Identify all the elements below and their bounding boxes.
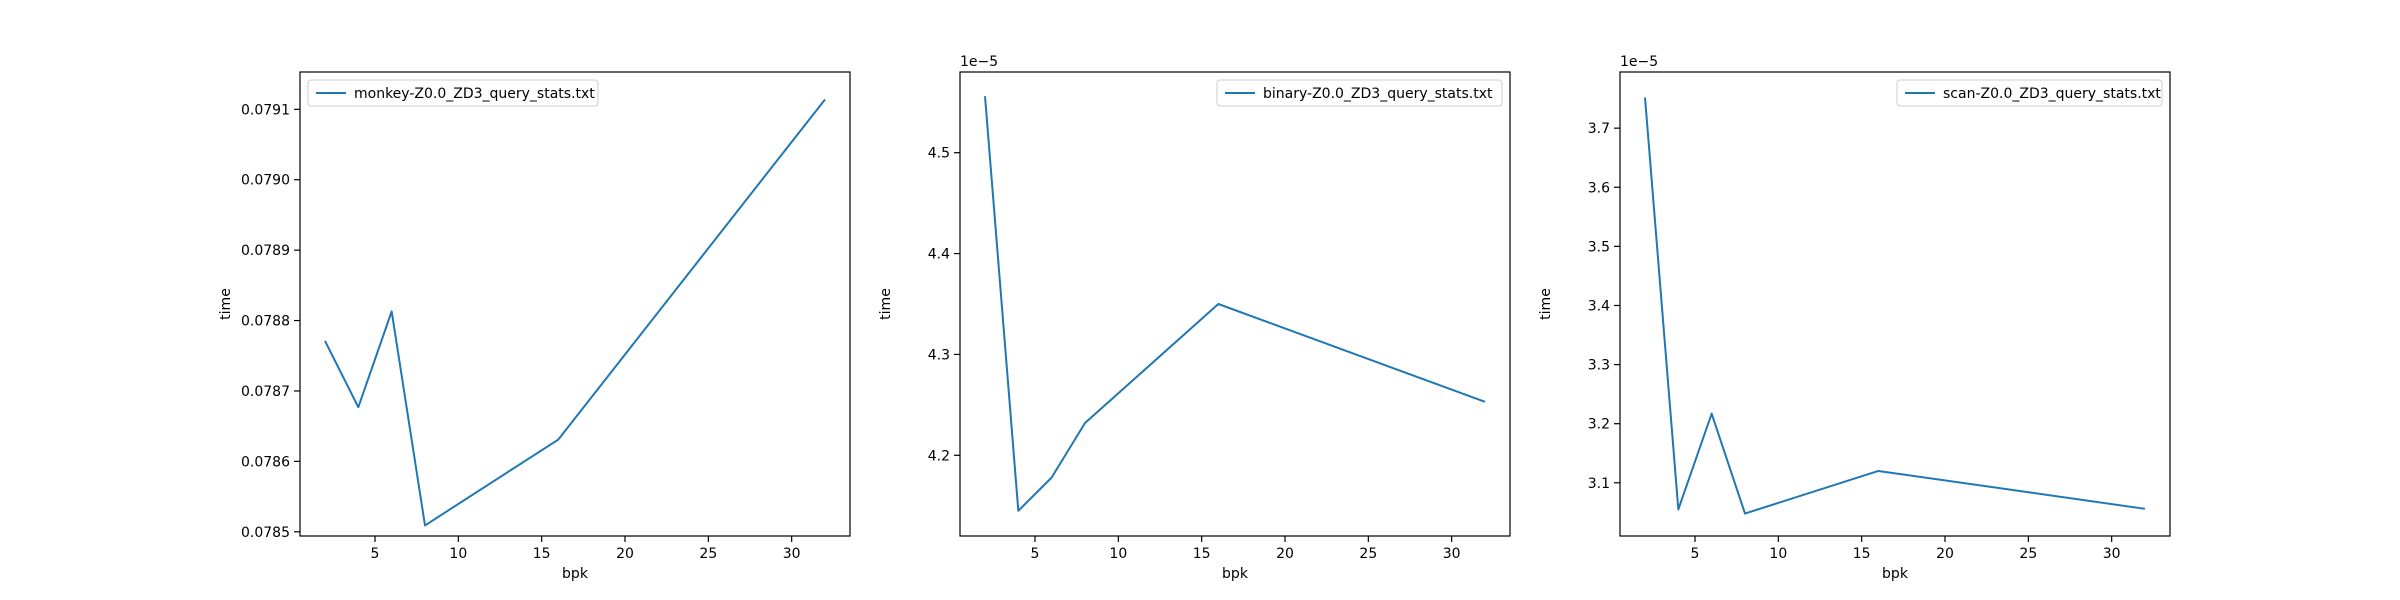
y-tick-label: 0.0790	[241, 173, 290, 189]
legend-box	[1216, 79, 1503, 107]
series-line-2-1	[984, 96, 1486, 512]
series-line-1-1	[324, 98, 826, 527]
x-tick-label: 5	[1031, 546, 1040, 562]
legend: binary-Z0.0_ZD3_query_stats.txt	[1216, 79, 1503, 107]
x-tick-label: 10	[1769, 546, 1787, 562]
y-tick-label: 0.0788	[241, 314, 290, 330]
y-tick-label: 3.3	[1588, 358, 1610, 374]
legend-label: binary-Z0.0_ZD3_query_stats.txt	[1263, 86, 1493, 102]
y-tick-label: 4.5	[928, 146, 950, 162]
x-tick-label: 20	[616, 546, 634, 562]
x-tick-label: 15	[1193, 546, 1211, 562]
subplot-3: 5 10 15 20 25 30 3.1 3.2 3.3 3.4 3.5 3.6 3.7 1e−5 bpk t…	[1538, 54, 2171, 582]
y-offset-label: 1e−5	[1620, 54, 1658, 70]
y-tick-label: 4.2	[928, 448, 950, 464]
series-line-3-1	[1644, 97, 2146, 515]
x-tick-label: 10	[1109, 546, 1127, 562]
legend-box	[1896, 79, 2163, 107]
x-tick-label: 5	[1691, 546, 1700, 562]
y-axis-label: time	[218, 288, 234, 320]
legend-box	[307, 79, 599, 107]
x-tick-label: 20	[1936, 546, 1954, 562]
axes-frame	[299, 71, 851, 537]
y-tick-label: 0.0786	[241, 454, 290, 470]
y-tick-label: 0.0787	[241, 384, 290, 400]
x-tick-label: 25	[2019, 546, 2037, 562]
y-tick-label: 4.3	[928, 347, 950, 363]
x-tick-label: 15	[1853, 546, 1871, 562]
x-tick-label: 25	[1359, 546, 1377, 562]
axes-frame	[959, 71, 1511, 537]
x-axis-label: bpk	[562, 566, 589, 582]
y-tick-label: 3.7	[1588, 121, 1610, 137]
x-tick-label: 30	[783, 546, 801, 562]
legend: monkey-Z0.0_ZD3_query_stats.txt	[307, 79, 599, 107]
x-axis-label: bpk	[1882, 566, 1909, 582]
legend-label: monkey-Z0.0_ZD3_query_stats.txt	[354, 86, 595, 102]
y-tick-label: 4.4	[928, 247, 950, 263]
y-tick-label: 3.4	[1588, 298, 1610, 314]
x-tick-label: 10	[449, 546, 467, 562]
y-tick-label: 3.6	[1588, 180, 1610, 196]
x-tick-label: 30	[1443, 546, 1461, 562]
subplot-2: 5 10 15 20 25 30 4.2 4.3 4.4 4.5 1e−5 bpk time binary…	[878, 54, 1511, 582]
y-offset-label: 1e−5	[960, 54, 998, 70]
x-tick-label: 20	[1276, 546, 1294, 562]
y-tick-label: 3.1	[1588, 476, 1610, 492]
legend-label: scan-Z0.0_ZD3_query_stats.txt	[1943, 86, 2161, 102]
y-tick-label: 3.2	[1588, 417, 1610, 433]
y-tick-label: 3.5	[1588, 239, 1610, 255]
axes-frame	[1619, 71, 2171, 537]
x-tick-label: 25	[699, 546, 717, 562]
y-tick-label: 0.0789	[241, 243, 290, 259]
subplot-1: 5 10 15 20 25 30 0.0785 0.0786 0.0787 0.0788 0.078…	[218, 71, 851, 582]
legend: scan-Z0.0_ZD3_query_stats.txt	[1896, 79, 2163, 107]
y-tick-label: 0.0791	[241, 102, 290, 118]
y-tick-label: 0.0785	[241, 525, 290, 541]
y-axis-label: time	[878, 288, 894, 320]
x-axis-label: bpk	[1222, 566, 1249, 582]
y-axis-label: time	[1538, 288, 1554, 320]
x-tick-label: 15	[533, 546, 551, 562]
x-tick-label: 5	[371, 546, 380, 562]
x-tick-label: 30	[2103, 546, 2121, 562]
